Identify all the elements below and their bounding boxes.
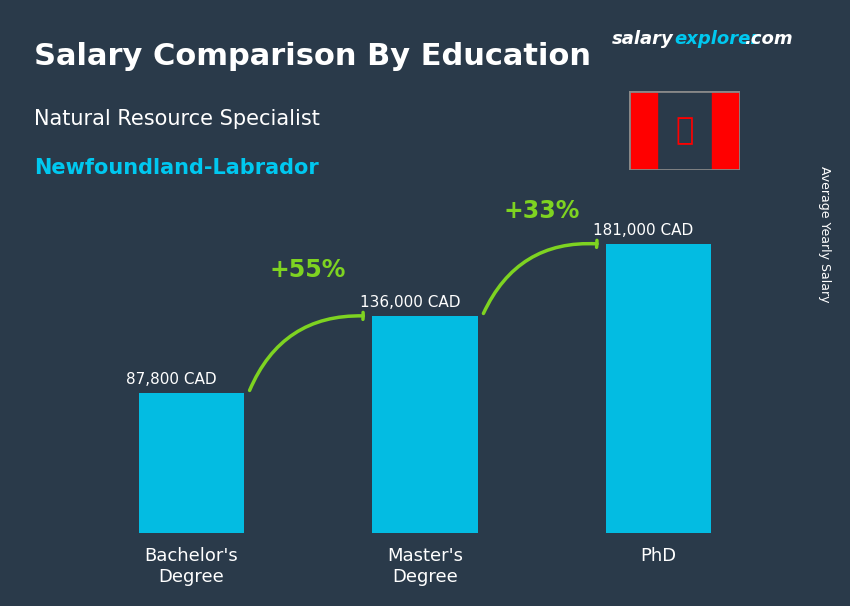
Text: salary: salary bbox=[612, 30, 674, 48]
Text: Salary Comparison By Education: Salary Comparison By Education bbox=[34, 42, 591, 72]
Text: 87,800 CAD: 87,800 CAD bbox=[126, 371, 217, 387]
Text: 181,000 CAD: 181,000 CAD bbox=[593, 223, 694, 238]
Text: +55%: +55% bbox=[270, 258, 346, 282]
Text: 136,000 CAD: 136,000 CAD bbox=[360, 295, 460, 310]
Text: explorer: explorer bbox=[674, 30, 759, 48]
Bar bbox=[372, 316, 478, 533]
Text: Average Yearly Salary: Average Yearly Salary bbox=[818, 167, 831, 303]
Bar bbox=[139, 393, 244, 533]
Text: +33%: +33% bbox=[504, 199, 580, 222]
Bar bbox=[606, 244, 711, 533]
Text: .com: .com bbox=[744, 30, 792, 48]
Text: 🍁: 🍁 bbox=[675, 116, 694, 145]
Text: Newfoundland-Labrador: Newfoundland-Labrador bbox=[34, 158, 319, 178]
Bar bbox=[629, 91, 656, 170]
Bar bbox=[711, 91, 740, 170]
Text: Natural Resource Specialist: Natural Resource Specialist bbox=[34, 109, 320, 129]
